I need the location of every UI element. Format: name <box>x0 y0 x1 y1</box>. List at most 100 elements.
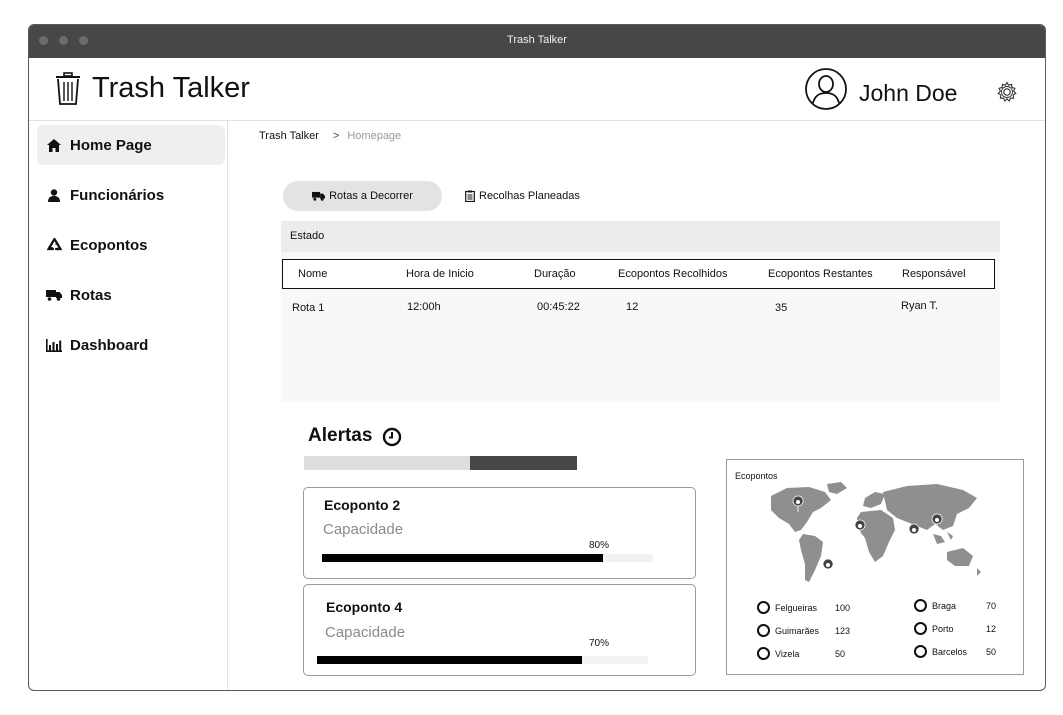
legend-city: Guimarães <box>775 625 820 636</box>
legend-item[interactable]: Guimarães 123 <box>757 624 850 637</box>
title-bar: Trash Talker <box>29 25 1045 58</box>
legend-city: Felgueiras <box>775 602 818 613</box>
cell-hora-de-inicio: 12:00h <box>407 301 441 313</box>
alert-percent-label: 80% <box>589 540 610 551</box>
legend-city: Barcelos <box>932 646 968 657</box>
radio-circle-icon <box>757 647 770 660</box>
legend-city: Vizela <box>775 648 800 659</box>
column-header-hora-de-inicio[interactable]: Hora de Inicio <box>406 268 474 280</box>
cell-responsavel: Ryan T. <box>901 300 939 312</box>
radio-circle-icon <box>757 601 770 614</box>
sidebar-item-rotas[interactable]: Rotas <box>37 275 225 315</box>
tab-label: Recolhas Planeadas <box>479 190 580 202</box>
world-map[interactable] <box>757 478 993 590</box>
cell-ecopontos-recolhidos: 12 <box>626 301 639 313</box>
breadcrumb-root[interactable]: Trash Talker <box>259 130 319 142</box>
sidebar-item-ecopontos[interactable]: Ecopontos <box>37 225 225 265</box>
routes-table-header: Nome Hora de Inicio Duração Ecopontos Re… <box>282 259 995 289</box>
sidebar-item-home-page[interactable]: Home Page <box>37 125 225 165</box>
capacity-progress-bar <box>317 656 648 664</box>
user-avatar-icon[interactable] <box>805 68 847 110</box>
radio-circle-icon <box>914 599 927 612</box>
alert-capacity-label: Capacidade <box>325 624 406 641</box>
breadcrumb-current: Homepage <box>347 130 402 142</box>
ecopontos-map-panel: Ecopontos Felgueiras 100 Guima <box>726 459 1024 675</box>
legend-value: 50 <box>835 648 846 659</box>
alert-ecoponto-name: Ecoponto 4 <box>326 599 403 615</box>
radio-circle-icon <box>914 622 927 635</box>
trash-can-icon <box>56 72 80 105</box>
column-header-responsavel[interactable]: Responsável <box>902 268 966 280</box>
legend-value: 70 <box>986 600 997 611</box>
column-header-duracao[interactable]: Duração <box>534 268 576 280</box>
map-pin-icon[interactable] <box>792 495 804 513</box>
map-pin-icon[interactable] <box>908 523 920 541</box>
alert-card[interactable]: Ecoponto 2 Capacidade 80% <box>303 487 696 579</box>
minimize-window-button[interactable] <box>59 36 68 45</box>
capacity-progress-fill <box>322 554 604 562</box>
sidebar-item-label: Funcionários <box>70 186 165 204</box>
legend-item[interactable]: Porto 12 <box>914 622 996 635</box>
clock-icon <box>382 427 402 447</box>
column-header-ecopontos-recolhidos[interactable]: Ecopontos Recolhidos <box>618 268 728 280</box>
settings-gear-icon[interactable] <box>996 81 1018 103</box>
cell-ecopontos-restantes: 35 <box>775 302 788 314</box>
map-title: Ecopontos <box>735 471 778 481</box>
map-pin-icon[interactable] <box>931 513 943 531</box>
legend-city: Porto <box>932 623 954 634</box>
maximize-window-button[interactable] <box>79 36 88 45</box>
alert-percent-label: 70% <box>589 638 610 649</box>
radio-circle-icon <box>757 624 770 637</box>
recycle-icon <box>46 237 62 253</box>
sidebar-item-label: Ecopontos <box>70 236 148 254</box>
window-title: Trash Talker <box>507 34 567 46</box>
home-icon <box>46 137 62 153</box>
breadcrumb-separator: > <box>332 130 340 142</box>
bar-chart-icon <box>46 337 62 353</box>
cell-nome: Rota 1 <box>292 302 325 314</box>
breadcrumb: Trash Talker > Homepage <box>259 130 401 142</box>
legend-item[interactable]: Barcelos 50 <box>914 645 996 658</box>
sidebar-item-label: Dashboard <box>70 336 149 354</box>
alerts-filter-tab-active[interactable] <box>470 456 577 470</box>
app-title: Trash Talker <box>92 72 250 104</box>
sidebar-item-funcionarios[interactable]: Funcionários <box>37 175 225 215</box>
sidebar-item-dashboard[interactable]: Dashboard <box>37 325 225 365</box>
user-name[interactable]: John Doe <box>859 80 958 106</box>
legend-value: 50 <box>986 646 997 657</box>
map-pin-icon[interactable] <box>854 519 866 537</box>
truck-icon <box>312 191 326 201</box>
truck-icon <box>46 287 62 303</box>
sidebar-nav: Home Page Funcionários Ecopontos Rotas D… <box>29 121 228 690</box>
legend-value: 100 <box>835 602 851 613</box>
estado-section-label: Estado <box>281 221 1000 252</box>
legend-city: Braga <box>932 600 957 611</box>
legend-item[interactable]: Vizela 50 <box>757 647 845 660</box>
radio-circle-icon <box>914 645 927 658</box>
column-header-ecopontos-restantes[interactable]: Ecopontos Restantes <box>768 268 873 280</box>
tab-recolhas-planeadas[interactable]: Recolhas Planeadas <box>465 181 585 211</box>
alerts-filter-tab-inactive[interactable] <box>304 456 470 470</box>
close-window-button[interactable] <box>39 36 48 45</box>
capacity-progress-bar <box>322 554 653 562</box>
legend-item[interactable]: Braga 70 <box>914 599 996 612</box>
clipboard-icon <box>465 190 475 202</box>
app-header: Trash Talker John Doe <box>29 58 1045 121</box>
sidebar-item-label: Home Page <box>70 136 152 154</box>
sidebar-item-label: Rotas <box>70 286 112 304</box>
cell-duracao: 00:45:22 <box>537 301 580 313</box>
legend-value: 123 <box>835 625 851 636</box>
legend-item[interactable]: Felgueiras 100 <box>757 601 850 614</box>
app-window: Trash Talker Trash Talker John Doe <box>28 24 1046 691</box>
user-icon <box>46 187 62 203</box>
alert-ecoponto-name: Ecoponto 2 <box>324 497 401 513</box>
alert-card[interactable]: Ecoponto 4 Capacidade 70% <box>303 584 696 676</box>
legend-value: 12 <box>986 623 997 634</box>
capacity-progress-fill <box>317 656 582 664</box>
alerts-title: Alertas <box>308 425 373 446</box>
column-header-nome[interactable]: Nome <box>298 268 328 280</box>
tab-label: Rotas a Decorrer <box>329 190 413 202</box>
alert-capacity-label: Capacidade <box>323 521 404 538</box>
tab-rotas-a-decorrer[interactable]: Rotas a Decorrer <box>283 181 442 211</box>
map-pin-icon[interactable] <box>822 558 834 576</box>
